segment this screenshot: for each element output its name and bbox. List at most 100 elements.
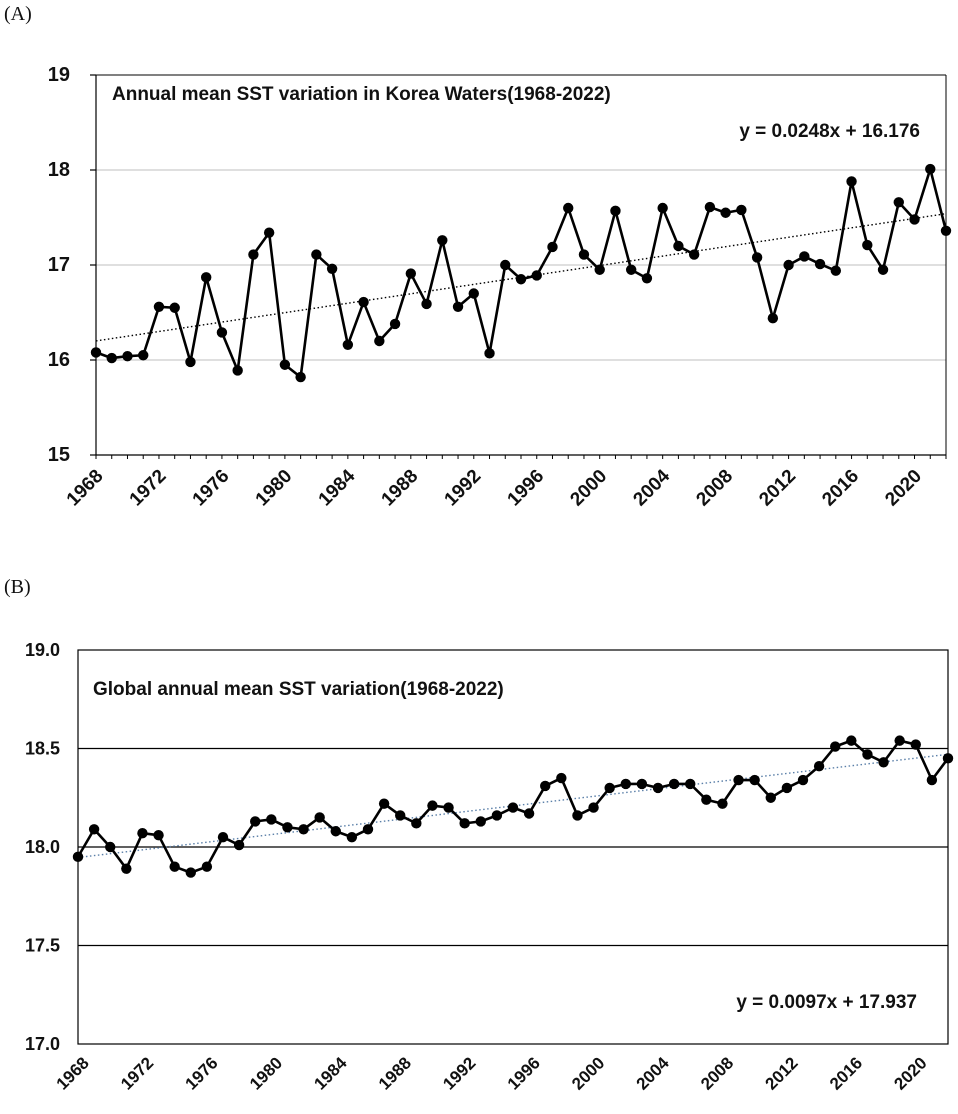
chart-b: 17.0 17.5 18.0 18.5 19.0 1968 1972 1976 1980 1984… <box>25 640 954 1094</box>
data-point <box>475 816 486 827</box>
x-tick-label: 1972 <box>126 466 171 511</box>
x-tick-label: 1968 <box>63 466 108 511</box>
data-point <box>657 202 668 214</box>
x-tick-label: 2020 <box>881 466 926 511</box>
data-point <box>266 814 277 825</box>
data-point <box>358 296 369 308</box>
data-point <box>200 272 212 283</box>
panel-label-a: (A) <box>4 3 32 25</box>
x-tick-label: 2012 <box>762 1053 802 1093</box>
data-point <box>620 778 631 790</box>
data-point <box>279 359 291 370</box>
x-tick-label: 1980 <box>246 1053 286 1093</box>
x-tick-label: 1984 <box>310 1053 351 1094</box>
y-tick-label: 16 <box>48 349 70 371</box>
x-tick-label: 1976 <box>182 1053 222 1093</box>
x-tick-label: 2016 <box>826 1053 866 1093</box>
data-point <box>926 774 938 786</box>
data-point <box>232 365 243 376</box>
data-point <box>878 757 889 768</box>
data-point <box>314 812 325 823</box>
data-point <box>781 782 793 794</box>
data-point <box>389 318 401 330</box>
data-point <box>295 371 306 383</box>
data-point <box>563 202 574 214</box>
data-point <box>846 735 857 746</box>
x-tick-label: 2016 <box>818 466 863 511</box>
y-tick-label: 17 <box>48 254 70 276</box>
chart-a: 15 16 17 18 19 1968 1972 1976 1980 1984 1988 1992 19… <box>48 64 952 511</box>
data-point <box>201 861 213 872</box>
data-point <box>641 273 653 284</box>
data-point <box>248 249 259 260</box>
data-point <box>411 818 422 829</box>
data-point <box>121 863 132 874</box>
data-point <box>925 163 936 175</box>
y-tick-label: 18 <box>48 159 70 181</box>
chart-title: Global annual mean SST variation(1968-20… <box>93 679 504 700</box>
x-tick-label: 1992 <box>441 466 486 511</box>
data-point <box>749 774 760 786</box>
data-point <box>122 351 133 362</box>
trend-line <box>95 213 947 342</box>
data-point <box>862 749 873 760</box>
data-point <box>138 350 149 361</box>
data-point <box>688 249 700 260</box>
data-point <box>378 798 390 809</box>
data-point <box>405 268 417 279</box>
data-point <box>169 302 180 313</box>
data-point <box>668 778 680 790</box>
data-point <box>468 288 479 299</box>
data-point <box>250 816 261 827</box>
x-tick-label: 1996 <box>504 1053 544 1093</box>
data-point <box>673 240 684 252</box>
data-point <box>604 782 615 794</box>
data-point <box>326 263 338 274</box>
data-point <box>500 259 511 271</box>
data-point <box>636 778 648 790</box>
data-point <box>515 274 527 285</box>
data-point <box>153 829 164 841</box>
data-point <box>311 249 322 260</box>
data-point <box>652 782 664 794</box>
data-point <box>894 735 905 746</box>
data-point <box>547 241 558 253</box>
data-point <box>106 352 117 364</box>
x-tick-label: 1988 <box>378 466 423 511</box>
data-point <box>830 265 842 276</box>
data-point <box>751 252 763 263</box>
data-point <box>814 258 826 270</box>
y-tick-label: 18.5 <box>25 739 60 759</box>
y-tick-label: 18.0 <box>25 837 60 857</box>
series-line <box>95 167 948 379</box>
data-point <box>588 802 599 813</box>
data-point <box>491 810 503 821</box>
data-point <box>185 867 196 878</box>
data-point <box>153 301 165 312</box>
data-point <box>910 739 921 750</box>
x-tick-label: 2004 <box>633 1053 674 1094</box>
data-point <box>625 264 637 275</box>
trend-equation: y = 0.0248x + 16.176 <box>739 121 920 142</box>
y-tick-label: 19 <box>48 64 70 86</box>
chart-title: Annual mean SST variation in Korea Water… <box>112 84 611 105</box>
data-point <box>346 831 358 843</box>
data-point <box>877 264 889 275</box>
data-point <box>484 348 495 359</box>
data-point <box>704 201 716 213</box>
data-point <box>940 225 952 236</box>
y-tick-label: 17.0 <box>25 1034 60 1054</box>
data-point <box>717 798 728 809</box>
data-point <box>765 792 776 803</box>
data-point <box>459 818 470 829</box>
x-tick-label: 1972 <box>117 1053 157 1093</box>
data-point <box>523 808 535 819</box>
data-point <box>342 339 354 350</box>
data-point <box>362 824 374 835</box>
data-point <box>720 207 731 218</box>
data-point <box>893 197 904 208</box>
x-tick-label: 1988 <box>375 1053 415 1093</box>
x-tick-label: 2012 <box>755 466 800 511</box>
data-point <box>282 822 293 833</box>
data-point <box>797 774 809 786</box>
